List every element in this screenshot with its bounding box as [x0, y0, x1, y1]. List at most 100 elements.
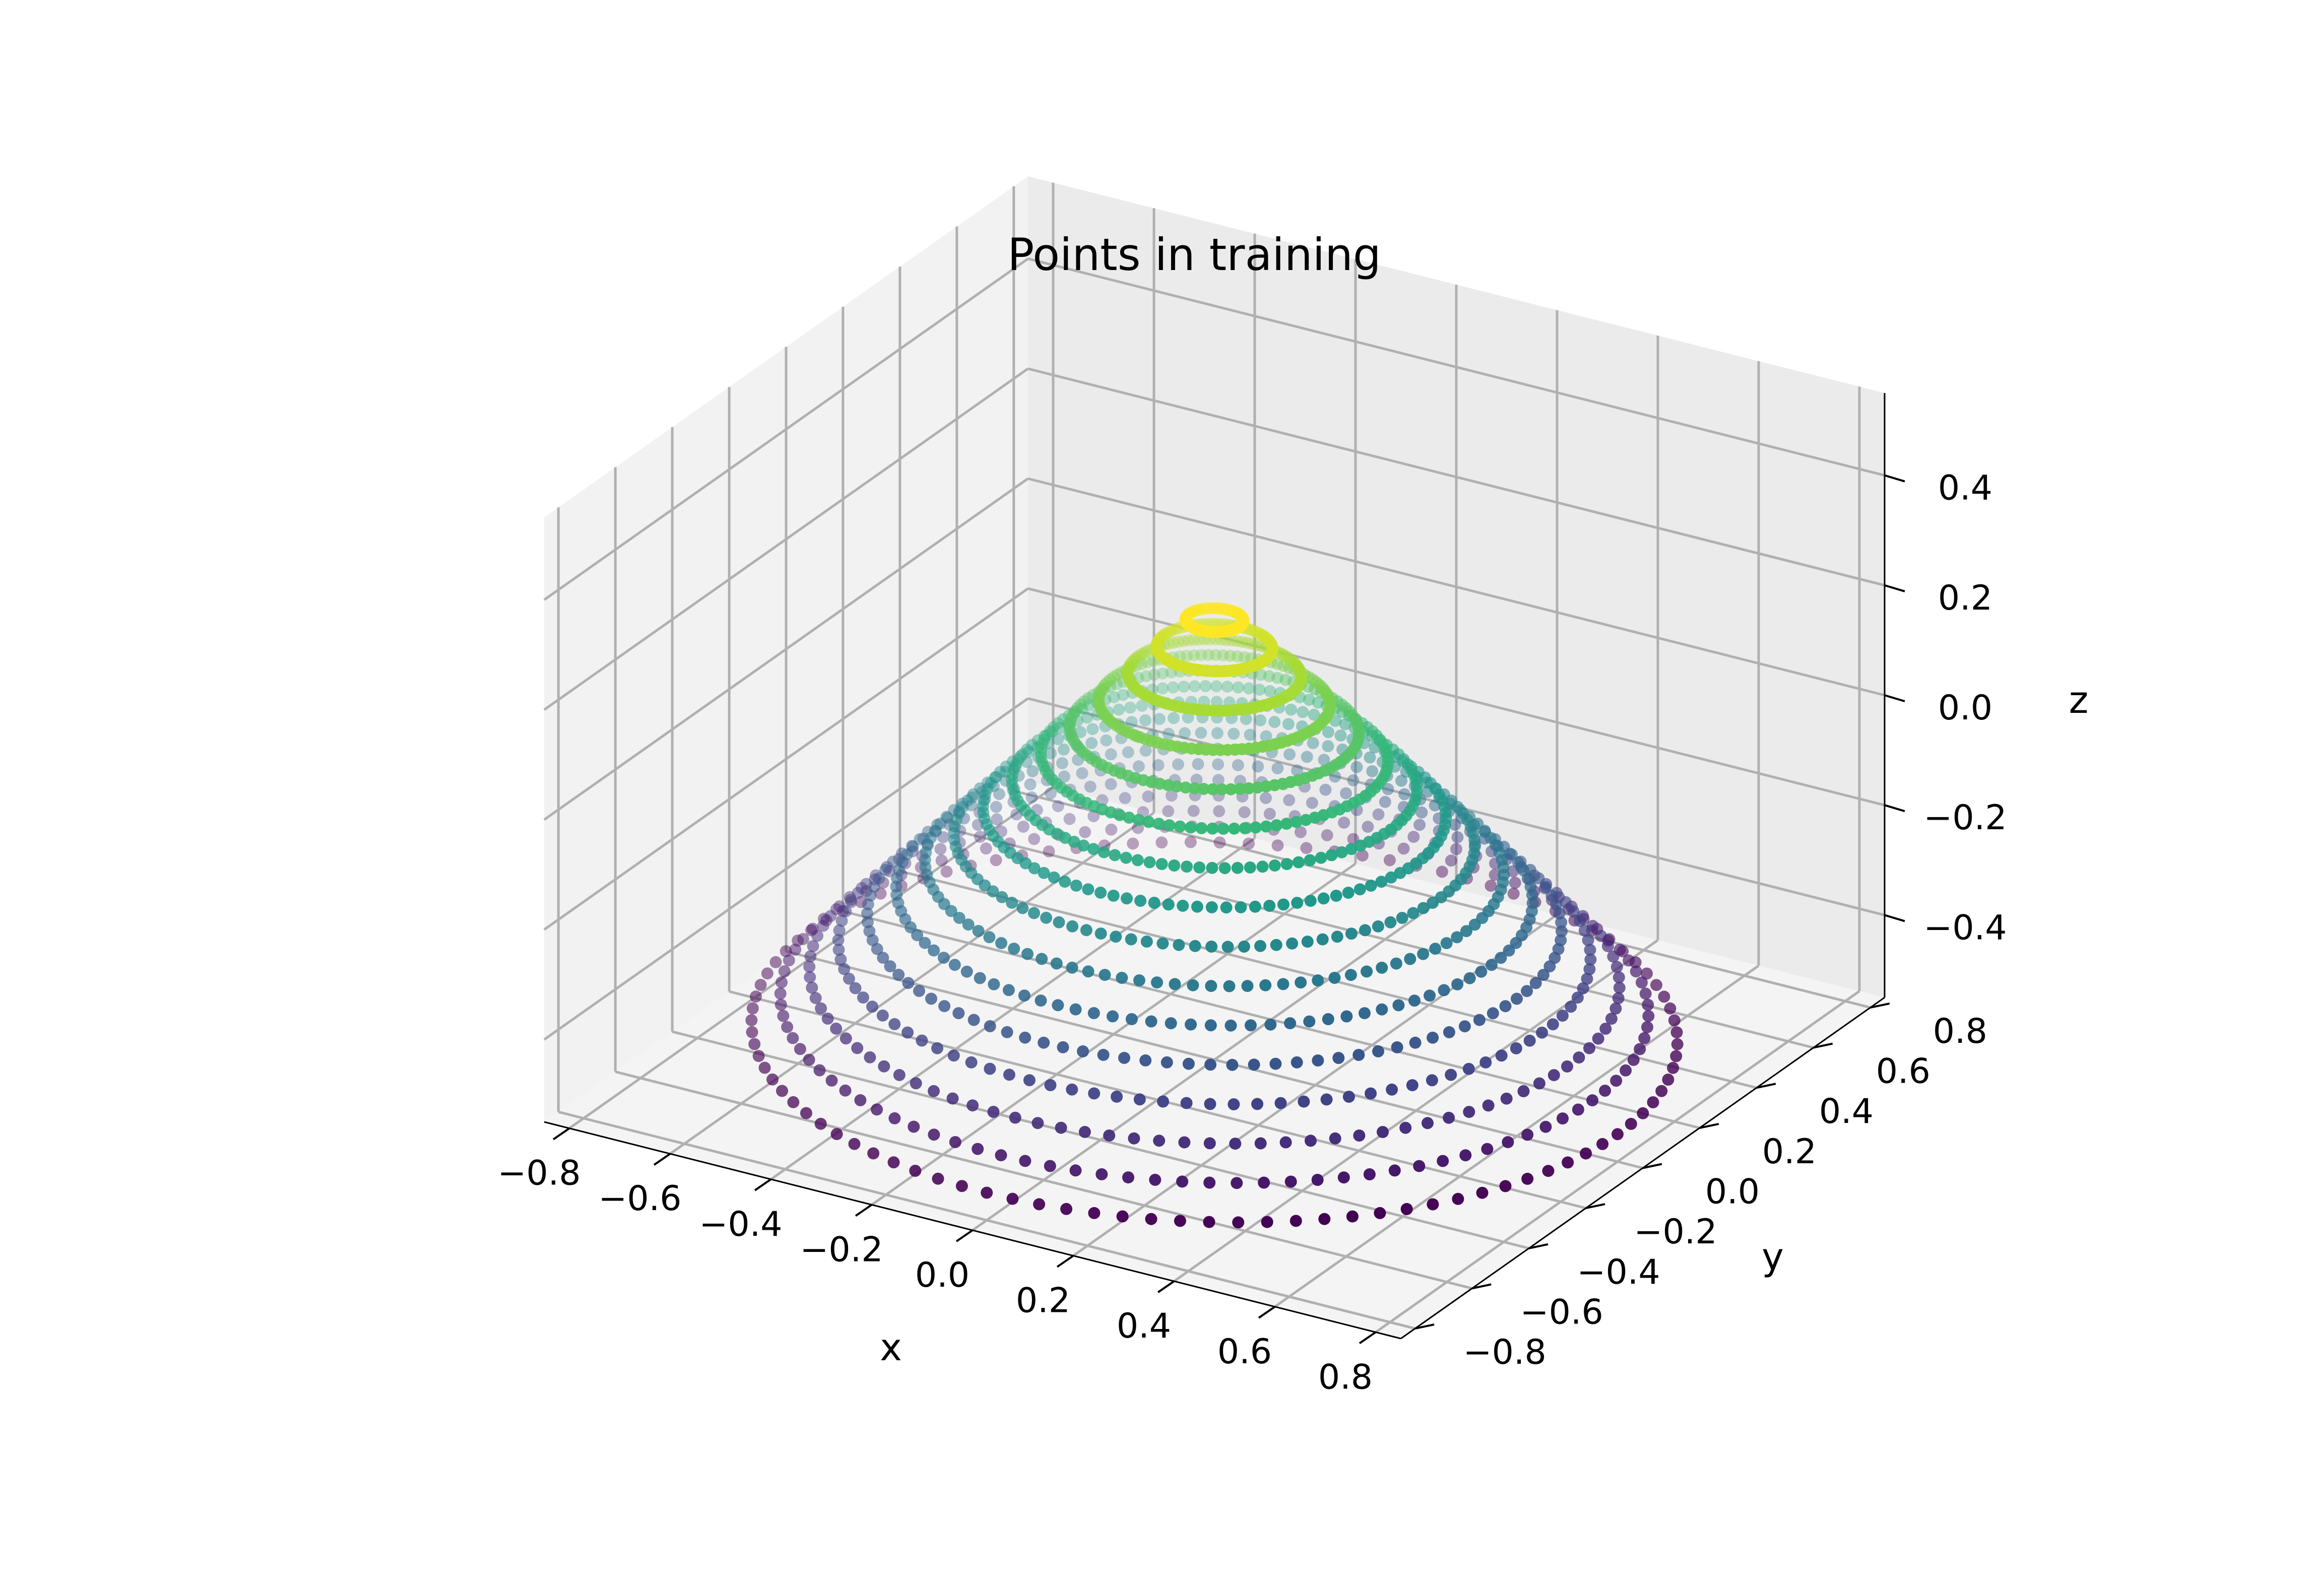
data-point	[1641, 967, 1653, 980]
data-point	[800, 1107, 812, 1119]
data-point	[1638, 1032, 1651, 1044]
data-point	[1196, 603, 1209, 615]
data-point	[1231, 650, 1244, 662]
data-point	[1098, 846, 1110, 858]
data-point	[1592, 1032, 1604, 1045]
y-axis-label: y	[1762, 1235, 1784, 1279]
data-point	[1167, 636, 1180, 649]
data-point	[1099, 969, 1111, 981]
data-point	[1533, 1077, 1545, 1090]
data-point	[1169, 623, 1182, 635]
data-point	[1264, 685, 1276, 697]
data-point	[902, 977, 915, 989]
data-point	[1206, 861, 1218, 874]
data-point	[1045, 787, 1057, 800]
data-point	[1283, 794, 1296, 807]
data-point	[1165, 1017, 1177, 1030]
data-point	[1372, 1045, 1384, 1057]
data-point	[1243, 742, 1255, 755]
data-point	[1156, 667, 1169, 680]
data-point	[1038, 867, 1050, 879]
data-point	[1097, 1048, 1110, 1061]
data-point	[1108, 691, 1120, 703]
data-point	[1529, 977, 1542, 989]
grid-line-y	[786, 950, 1643, 1169]
data-point	[1409, 1036, 1422, 1049]
data-point	[984, 1020, 996, 1032]
data-point	[1156, 937, 1169, 950]
y-tick-mark	[1585, 1203, 1605, 1210]
data-point	[935, 854, 948, 867]
data-point	[1163, 727, 1175, 740]
data-point	[1612, 992, 1625, 1005]
data-point	[1542, 1165, 1555, 1177]
data-point	[804, 971, 816, 983]
data-point	[1181, 860, 1193, 873]
data-point	[1499, 1180, 1512, 1192]
data-point	[1291, 1056, 1303, 1069]
data-point	[1667, 1061, 1680, 1074]
data-point	[1203, 1137, 1216, 1150]
data-point	[1028, 862, 1041, 875]
data-point	[1054, 722, 1066, 734]
data-point	[871, 1103, 883, 1116]
data-point	[845, 896, 858, 908]
data-point	[1052, 999, 1064, 1012]
data-point	[1188, 680, 1201, 693]
data-point	[1100, 734, 1113, 747]
data-point	[1458, 1020, 1471, 1033]
y-tick-label: 0.4	[1819, 1092, 1874, 1132]
data-point	[945, 905, 957, 917]
data-point	[1261, 1216, 1273, 1228]
data-point	[1322, 740, 1334, 753]
data-point	[1052, 717, 1064, 729]
data-point	[866, 1001, 878, 1013]
data-point	[1078, 1125, 1091, 1138]
data-point	[1149, 1173, 1162, 1186]
data-point	[1354, 839, 1367, 852]
data-point	[916, 1034, 928, 1047]
data-point	[1191, 604, 1204, 616]
data-point	[1290, 816, 1303, 828]
data-point	[887, 1156, 900, 1169]
data-point	[1283, 748, 1296, 761]
data-point	[966, 1099, 979, 1112]
data-point	[1353, 883, 1366, 896]
data-point	[1048, 721, 1060, 734]
grid-line-y	[558, 1110, 1415, 1330]
data-point	[1427, 897, 1439, 909]
data-point	[1125, 933, 1137, 946]
data-point	[1352, 1049, 1365, 1061]
data-point	[1322, 726, 1334, 739]
data-point	[1270, 939, 1282, 951]
data-point	[974, 831, 986, 843]
data-point	[1028, 907, 1040, 919]
data-point	[1583, 1042, 1595, 1054]
data-point	[1113, 703, 1125, 716]
data-point	[1160, 1056, 1173, 1069]
data-point	[1172, 636, 1185, 648]
data-point	[1153, 713, 1166, 725]
data-point	[1205, 901, 1218, 913]
data-point	[1260, 820, 1272, 833]
data-point	[745, 1014, 758, 1027]
data-point	[754, 979, 767, 991]
data-point	[1251, 639, 1263, 651]
data-point	[797, 933, 809, 945]
data-point	[1487, 1007, 1499, 1020]
data-point	[1082, 883, 1094, 896]
data-point	[994, 766, 1006, 778]
data-point	[1363, 1168, 1376, 1180]
data-point	[1577, 982, 1589, 994]
data-point	[1084, 780, 1096, 793]
data-point	[1347, 774, 1360, 786]
data-point	[925, 992, 937, 1005]
y-tick-mark	[1528, 1243, 1549, 1249]
data-point	[948, 959, 961, 971]
data-point	[888, 1018, 901, 1030]
data-point	[937, 831, 949, 843]
data-point	[1301, 751, 1313, 763]
data-point	[1209, 649, 1222, 661]
data-point	[1315, 851, 1327, 864]
data-point	[1342, 1091, 1355, 1103]
